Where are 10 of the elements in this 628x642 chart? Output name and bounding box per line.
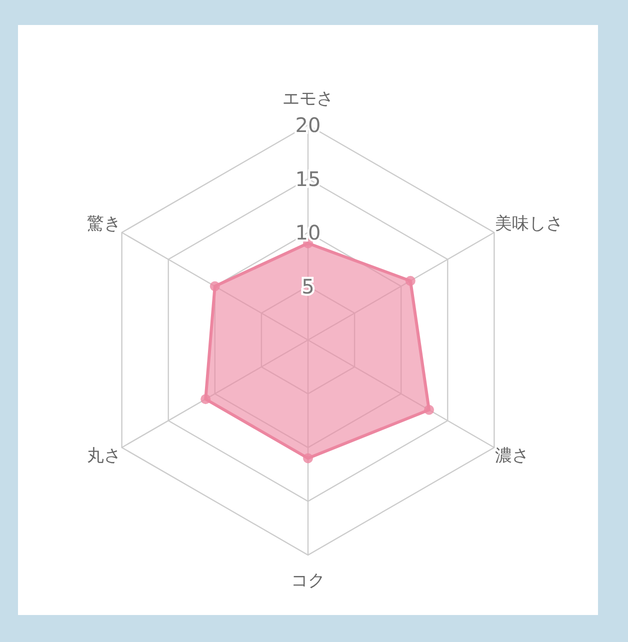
spoke-label: コク	[291, 570, 325, 591]
spoke-label: 丸さ	[86, 446, 121, 466]
y-tick-label: 5	[302, 274, 314, 298]
spoke-label: 美味しさ	[495, 214, 564, 234]
y-tick-label: 10	[295, 220, 321, 244]
y-tick-label: 15	[295, 166, 321, 191]
spoke-label: エモさ	[282, 89, 334, 110]
spoke-label: 濃さ	[495, 446, 530, 466]
y-tick-label: 20	[295, 113, 321, 137]
spoke-label: 驚き	[86, 214, 121, 234]
